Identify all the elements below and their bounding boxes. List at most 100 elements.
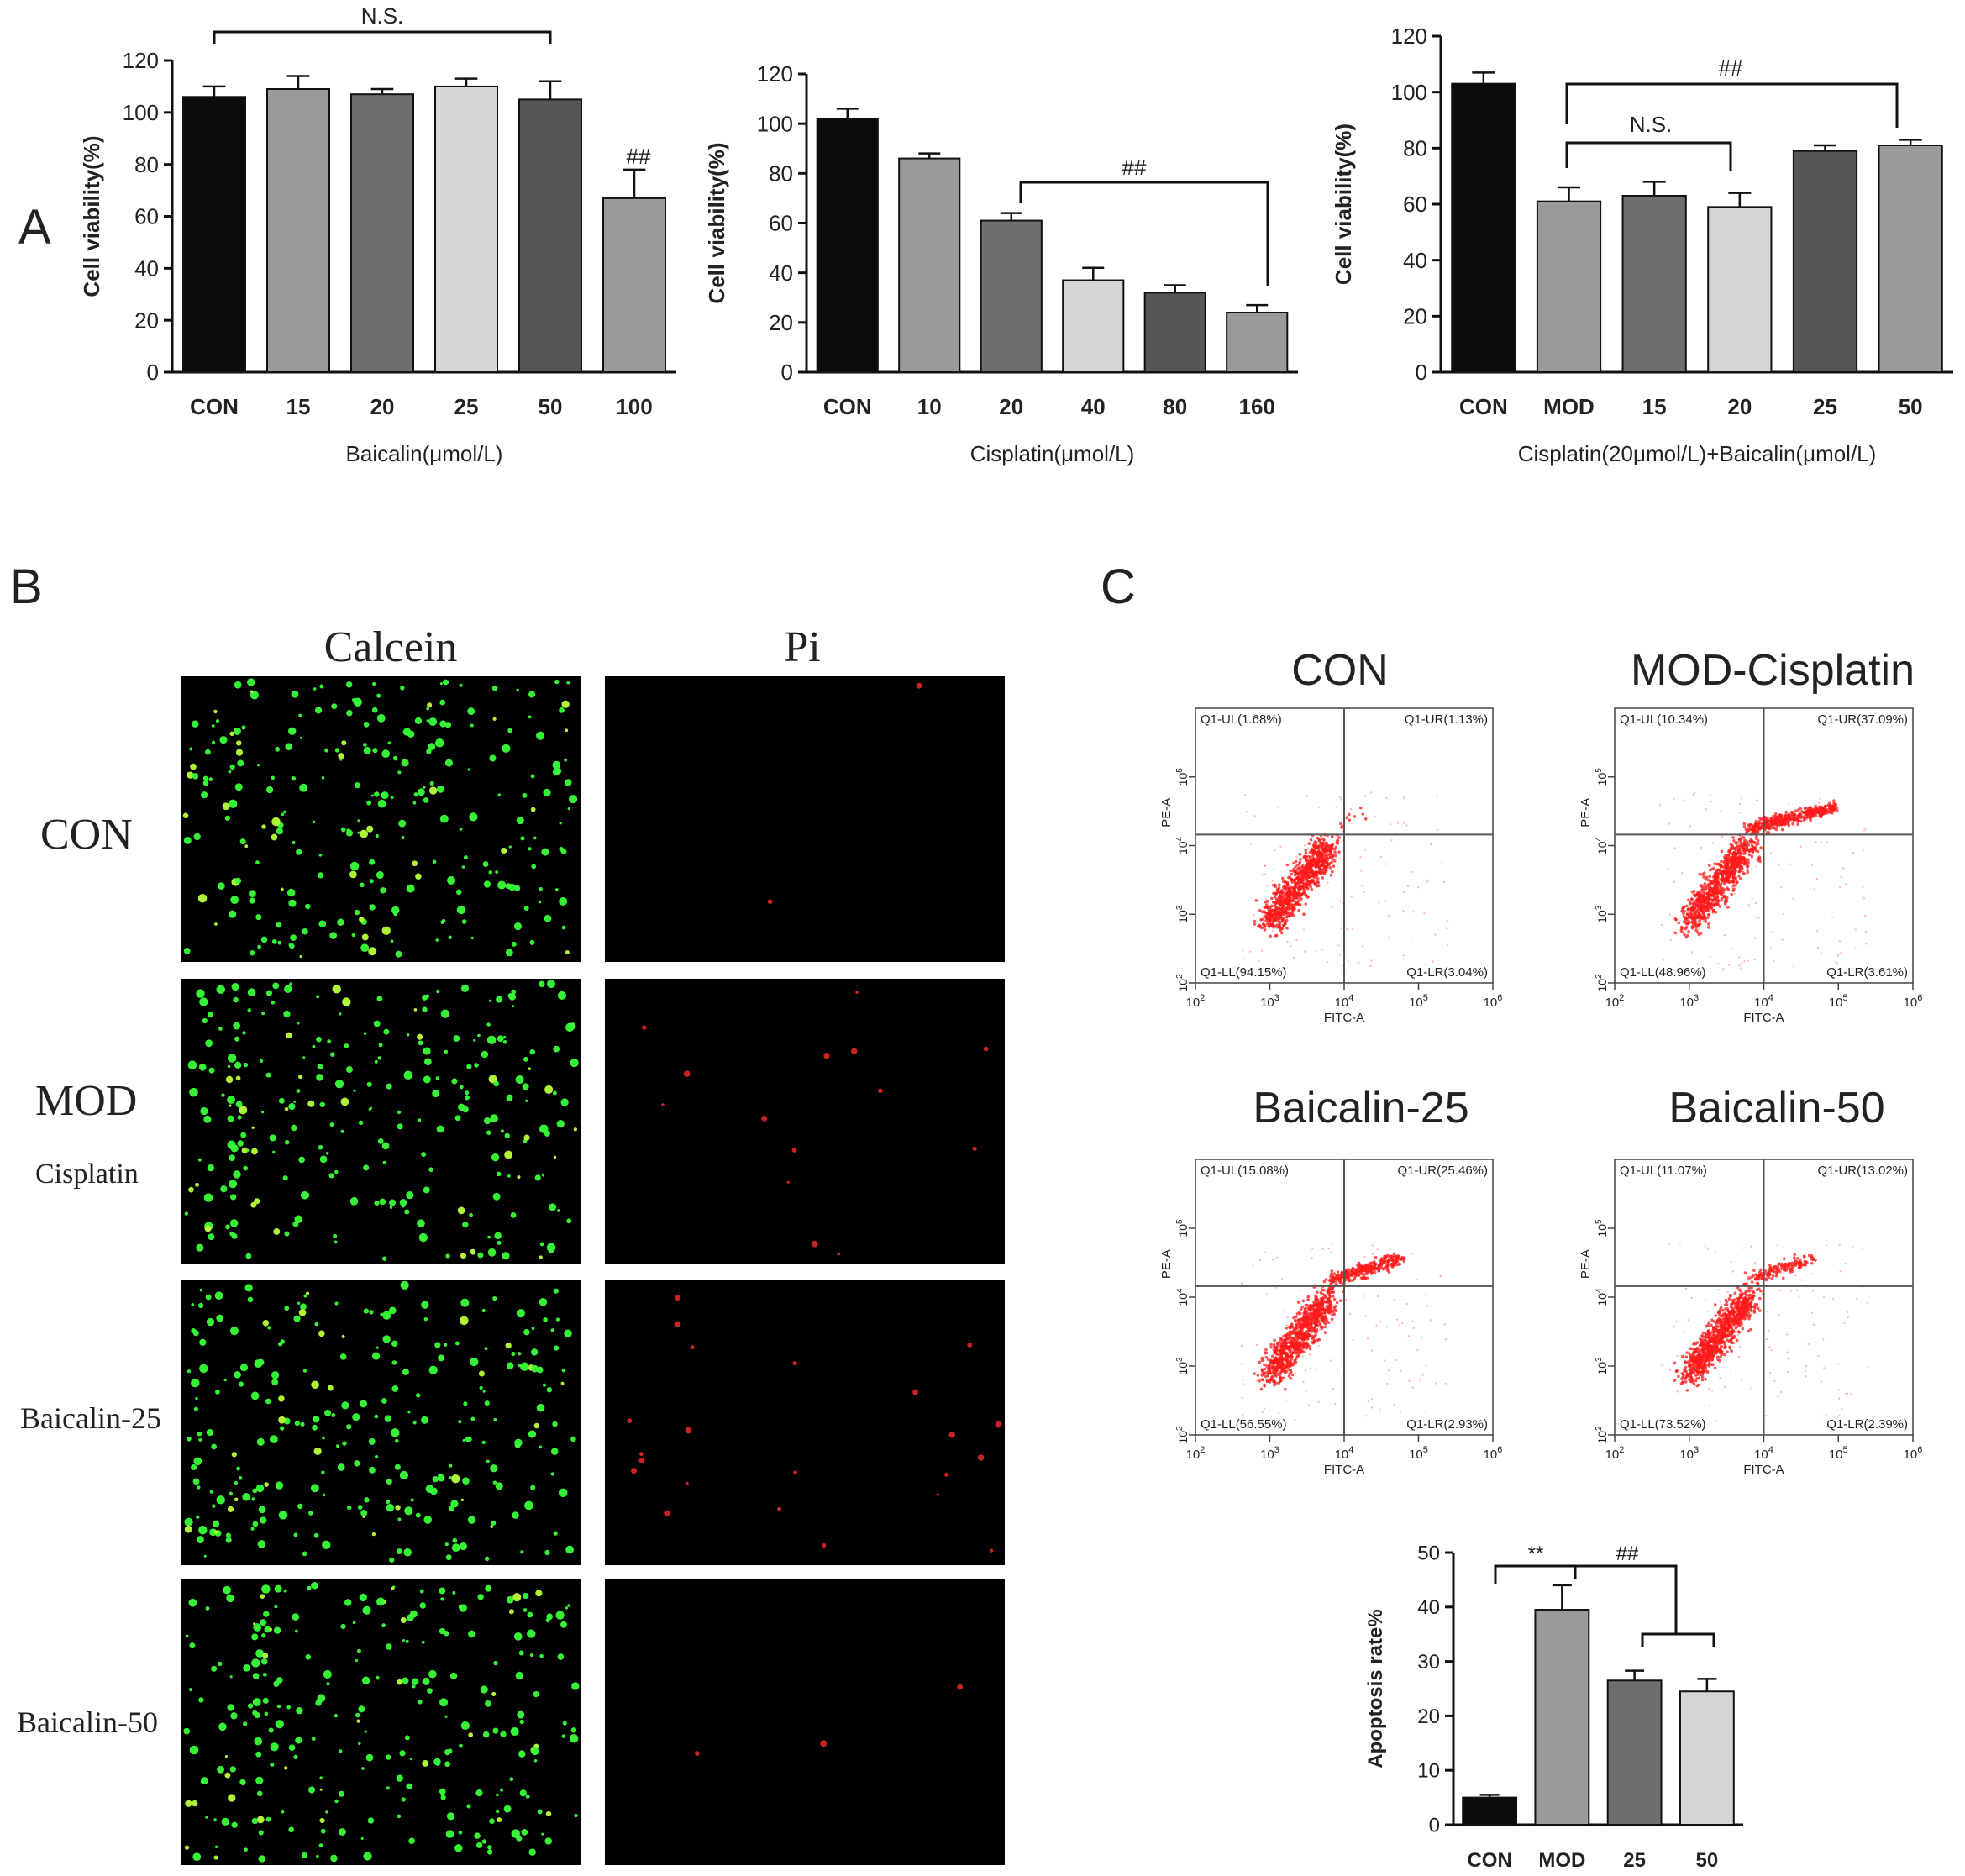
- flow-event-dot: [1784, 810, 1788, 814]
- flow-event-dot: [1335, 806, 1337, 808]
- live-cell-dot: [417, 1033, 423, 1040]
- live-cell-dot: [363, 1164, 370, 1171]
- flow-event-dot: [1411, 1320, 1414, 1323]
- live-cell-dot: [363, 1032, 367, 1035]
- live-cell-dot: [528, 715, 532, 719]
- live-cell-dot: [493, 1080, 500, 1087]
- flow-event-dot: [1272, 911, 1276, 914]
- live-cell-dot: [288, 1103, 296, 1111]
- live-cell-dot: [294, 1420, 300, 1427]
- dead-cell-dot: [792, 1360, 797, 1366]
- flow-event-dot: [1726, 857, 1731, 861]
- flow-event-dot: [1374, 1255, 1378, 1259]
- live-cell-dot: [209, 1490, 213, 1494]
- live-cell-dot: [318, 1144, 323, 1150]
- live-cell-dot: [518, 1750, 526, 1758]
- live-cell-dot: [298, 1156, 305, 1164]
- live-cell-dot: [313, 1416, 320, 1423]
- flow-event-dot: [1351, 928, 1354, 931]
- live-cell-dot: [260, 1110, 265, 1114]
- live-cell-dot: [397, 1110, 402, 1115]
- live-cell-dot: [224, 815, 230, 821]
- live-cell-dot: [213, 1855, 218, 1860]
- live-cell-dot: [244, 1847, 248, 1852]
- flow-event-dot: [1296, 875, 1300, 880]
- flow-event-dot: [1708, 875, 1712, 879]
- live-cell-dot: [539, 1242, 544, 1247]
- live-cell-dot: [518, 1364, 522, 1368]
- live-cell-dot: [369, 1466, 376, 1474]
- flow-event-dot: [1660, 923, 1663, 927]
- flow-event-dot: [1324, 860, 1328, 864]
- live-cell-dot: [341, 1401, 349, 1410]
- y-tick-label: 0: [147, 360, 159, 385]
- dead-cell-dot: [851, 1048, 858, 1054]
- flow-event-dot: [1754, 902, 1757, 905]
- flow-event-dot: [1736, 859, 1741, 864]
- live-cell-dot: [462, 1438, 466, 1442]
- flow-event-dot: [1746, 869, 1749, 872]
- live-cell-dot: [323, 1669, 332, 1679]
- flow-event-dot: [1321, 1309, 1325, 1312]
- live-cell-dot: [529, 1653, 534, 1658]
- flow-event-dot: [1793, 812, 1797, 817]
- flow-event-dot: [1322, 1311, 1327, 1315]
- live-cell-dot: [481, 1440, 486, 1445]
- flow-event-dot: [1288, 1364, 1291, 1368]
- live-cell-dot: [412, 1421, 417, 1425]
- flow-event-dot: [1300, 1336, 1303, 1339]
- flow-event-dot: [1311, 1257, 1313, 1259]
- flow-event-dot: [1779, 815, 1784, 819]
- flow-event-dot: [1731, 884, 1736, 887]
- flow-event-dot: [1700, 909, 1703, 912]
- live-cell-dot: [427, 702, 433, 708]
- row-label-baicalin-25: Baicalin-25: [20, 1401, 161, 1435]
- calcein-image: [181, 1280, 581, 1565]
- flow-event-dot: [1747, 826, 1752, 829]
- live-cell-dot: [400, 686, 405, 691]
- x-tick-label: 20: [370, 394, 395, 419]
- flow-event-dot: [1304, 857, 1308, 861]
- live-cell-dot: [533, 1690, 539, 1698]
- x-tick-label: CON: [1459, 394, 1508, 419]
- flow-event-dot: [1340, 824, 1344, 828]
- flow-event-dot: [1332, 864, 1336, 869]
- x-tick-label: MOD: [1538, 1849, 1585, 1872]
- live-cell-dot: [426, 719, 429, 723]
- flow-event-dot: [1810, 864, 1814, 866]
- live-cell-dot: [237, 1115, 242, 1120]
- live-cell-dot: [374, 791, 380, 797]
- flow-event-dot: [1285, 912, 1289, 916]
- flow-event-dot: [1254, 899, 1258, 902]
- live-cell-dot: [425, 994, 430, 999]
- flow-event-dot: [1306, 1306, 1311, 1310]
- flow-event-dot: [1783, 821, 1787, 825]
- flow-event-dot: [1721, 888, 1725, 891]
- live-cell-dot: [313, 687, 317, 691]
- flow-event-dot: [1714, 878, 1718, 882]
- live-cell-dot: [276, 828, 283, 835]
- flow-event-dot: [1738, 956, 1741, 959]
- live-cell-dot: [426, 707, 429, 711]
- flow-event-dot: [1816, 929, 1819, 932]
- flow-event-dot: [1694, 928, 1698, 932]
- flow-event-dot: [1290, 945, 1292, 948]
- live-cell-dot: [528, 1848, 536, 1856]
- live-cell-dot: [278, 1395, 285, 1402]
- flow-event-dot: [1260, 1368, 1264, 1372]
- live-cell-dot: [549, 1203, 557, 1211]
- flow-event-dot: [1315, 1327, 1319, 1332]
- live-cell-dot: [374, 1455, 379, 1459]
- live-cell-dot: [296, 849, 302, 855]
- live-cell-dot: [539, 1298, 548, 1306]
- live-cell-dot: [257, 1358, 265, 1366]
- x-tick-label: 80: [1163, 394, 1187, 419]
- live-cell-dot: [492, 1727, 499, 1734]
- live-cell-dot: [531, 1327, 535, 1331]
- live-cell-dot: [193, 1457, 202, 1466]
- live-cell-dot: [231, 1821, 238, 1828]
- flow-event-dot: [1696, 910, 1700, 914]
- flow-event-dot: [1327, 1321, 1331, 1325]
- flow-event-dot: [1814, 804, 1818, 808]
- live-cell-dot: [269, 1134, 276, 1142]
